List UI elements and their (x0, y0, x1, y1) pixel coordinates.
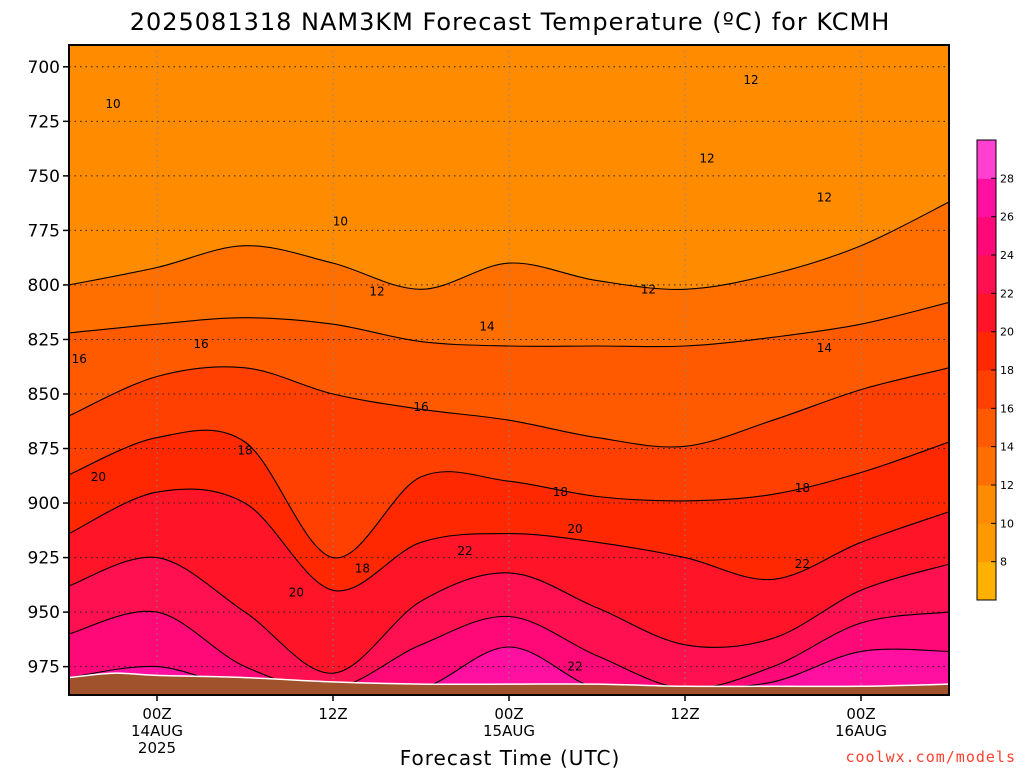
y-tick-label: 750 (28, 167, 60, 187)
x-tick-label: 00Z (494, 705, 523, 723)
y-axis: 700 725 750 775 800 825 850 875 900 925 950 975 (28, 58, 69, 678)
y-tick-label: 825 (28, 330, 60, 350)
colorbar-label: 26 (1000, 211, 1014, 224)
contour-label: 12 (369, 284, 384, 298)
colorbar-segment (977, 331, 996, 371)
y-tick-label: 925 (28, 549, 60, 569)
contour-label: 16 (413, 400, 428, 414)
ground-fill (69, 672, 949, 695)
y-tick-label: 800 (28, 276, 60, 296)
contour-label: 12 (743, 73, 758, 87)
colorbar: 8 10 12 14 16 18 20 22 24 26 28 (976, 139, 1014, 601)
contour-22c (69, 556, 949, 674)
colorbar-segment (977, 216, 996, 256)
colorbar-segment (977, 408, 996, 448)
x-tick-label: 00Z (846, 705, 875, 723)
colorbar-label: 22 (1000, 287, 1014, 300)
contour-label: 14 (479, 319, 494, 333)
contour-label: 20 (91, 470, 106, 484)
contour-label: 22 (795, 557, 810, 571)
contour-18c (69, 429, 949, 559)
contour-label: 12 (817, 191, 832, 205)
x-axis-label: Forecast Time (UTC) (400, 746, 621, 768)
contour-label: 18 (355, 561, 370, 575)
ground-surface (69, 672, 949, 695)
x-tick-label: 16AUG (835, 722, 887, 740)
colorbar-segment (977, 255, 996, 294)
contour-label: 14 (817, 341, 832, 355)
contour-label: 10 (105, 97, 120, 111)
site-credit: coolwx.com/models (845, 748, 1016, 766)
colorbar-label: 12 (1000, 479, 1014, 492)
contour-label: 18 (795, 481, 810, 495)
contour-label: 20 (567, 522, 582, 536)
y-tick-label: 950 (28, 603, 60, 623)
y-tick-label: 900 (28, 494, 60, 514)
contour-16c (69, 366, 949, 448)
contour-label: 20 (289, 585, 304, 599)
colorbar-label: 20 (1000, 326, 1014, 339)
contour-label: 12 (699, 151, 714, 165)
colorbar-label: 28 (1000, 172, 1014, 185)
contour-label: 22 (457, 544, 472, 558)
contour-12c (69, 201, 949, 290)
grid-lines (69, 45, 949, 695)
contour-14c (69, 301, 949, 348)
contour-label: 12 (641, 282, 656, 296)
colorbar-segment (977, 293, 996, 333)
colorbar-label: 18 (1000, 364, 1014, 377)
band-26c (69, 647, 949, 695)
contour-label: 10 (333, 215, 348, 229)
x-tick-label: 00Z (142, 705, 171, 723)
colorbar-segment (977, 140, 996, 179)
y-tick-label: 875 (28, 440, 60, 460)
colorbar-segment (977, 561, 996, 601)
contour-20c (69, 488, 949, 592)
x-tick-label: 15AUG (483, 722, 535, 740)
colorbar-label: 10 (1000, 517, 1014, 530)
x-tick-label: 12Z (670, 705, 699, 723)
contour-label: 18 (553, 485, 568, 499)
y-tick-label: 725 (28, 112, 60, 132)
colorbar-label: 8 (1000, 556, 1007, 569)
colorbar-label: 24 (1000, 249, 1014, 262)
x-tick-label: 12Z (318, 705, 347, 723)
contour-label: 16 (72, 352, 87, 366)
y-tick-label: 975 (28, 658, 60, 678)
contour-label: 18 (237, 444, 252, 458)
y-tick-label: 775 (28, 221, 60, 241)
colorbar-label: 14 (1000, 441, 1014, 454)
chart-title: 2025081318 NAM3KM Forecast Temperature (… (130, 8, 891, 36)
colorbar-segment (977, 485, 996, 524)
colorbar-segment (977, 523, 996, 563)
contour-24c (69, 610, 949, 690)
contour-label: 16 (193, 337, 208, 351)
colorbar-segment (977, 370, 996, 409)
colorbar-segment (977, 446, 996, 486)
colorbar-label: 16 (1000, 402, 1014, 415)
y-tick-label: 700 (28, 58, 60, 78)
contour-label: 22 (567, 660, 582, 674)
x-tick-label: 2025 (138, 739, 176, 757)
contour-labels: 10 10 12 12 12 12 12 14 14 16 16 16 18 18 18 18 20 20 20 22… (72, 73, 832, 674)
colorbar-segment (977, 178, 996, 218)
y-tick-label: 850 (28, 385, 60, 405)
x-tick-label: 14AUG (131, 722, 183, 740)
